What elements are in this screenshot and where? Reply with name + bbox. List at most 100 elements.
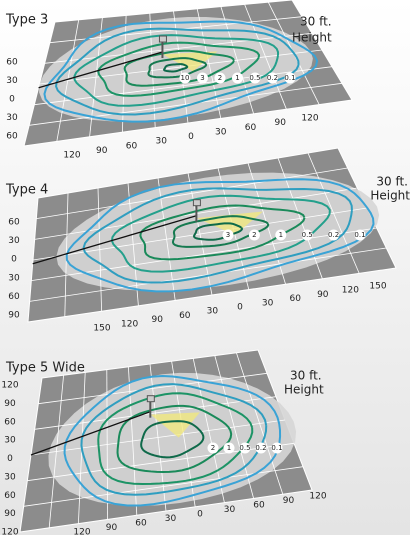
panel-title: Type 4 [5, 183, 48, 198]
bottom-label: 30 [207, 307, 219, 317]
side-label: 90 [8, 311, 20, 321]
light-wedge [150, 412, 200, 438]
contour-label-bg [197, 72, 208, 84]
contour-label-bg [207, 442, 219, 454]
contour-label-bg [301, 229, 313, 241]
contour-label: 1 [227, 444, 231, 452]
contour-label-bg [284, 72, 296, 84]
contour-label: 3 [226, 231, 230, 239]
contour [82, 187, 353, 284]
bottom-label: 90 [96, 146, 108, 156]
side-label: 120 [1, 528, 18, 535]
bottom-label: 60 [179, 311, 191, 321]
side-label: 60 [8, 218, 20, 228]
height-label: 30 ft. [290, 369, 322, 383]
contour-label-bg [354, 229, 366, 241]
contour-label-bg [214, 72, 226, 84]
contour [43, 20, 319, 123]
bottom-label: 30 [262, 298, 274, 308]
bottom-label: 150 [369, 282, 386, 292]
contour-label-bg [239, 442, 251, 454]
grid-line [38, 372, 268, 405]
grid-line [29, 82, 343, 126]
contour-label: 0.1 [284, 74, 295, 82]
panel-title: Type 3 [5, 13, 48, 28]
bottom-label: 90 [283, 496, 295, 506]
bottom-label: 120 [121, 319, 138, 329]
contour-label-bg [328, 229, 340, 241]
grid-line [32, 207, 368, 261]
contour-label: 0.2 [328, 231, 339, 239]
side-label: 30 [4, 472, 16, 482]
height-label: Height [370, 189, 410, 203]
bottom-label: 120 [63, 151, 80, 161]
panel: Type 4 30 ft.Height 60 30 0 30 60 90 150 120 90 60 3… [5, 147, 410, 334]
grid-line [34, 396, 277, 430]
luminaire [192, 199, 201, 207]
contour-label: 2 [218, 74, 222, 82]
contour-label: 0.1 [271, 444, 282, 452]
contour [97, 392, 254, 486]
side-label: 60 [4, 417, 16, 427]
bottom-label: 90 [151, 315, 163, 325]
contour-label-bg [275, 229, 287, 241]
grid-line [31, 227, 377, 282]
bottom-label: 90 [317, 290, 329, 300]
contour [63, 375, 282, 507]
contour-label: 1 [279, 231, 283, 239]
side-label: 30 [4, 436, 16, 446]
bottom-label: 90 [106, 523, 118, 533]
side-label: 0 [11, 255, 17, 265]
side-label: 30 [8, 236, 20, 246]
side-label: 30 [6, 113, 18, 123]
bottom-label: 30 [165, 514, 177, 524]
contour [139, 204, 306, 261]
bottom-label: 60 [126, 141, 138, 151]
contour [65, 178, 375, 293]
grid-line [44, 32, 313, 64]
contour-label-bg [223, 442, 235, 454]
pole-arm [32, 215, 197, 265]
bottom-label: 30 [215, 127, 227, 137]
grid-line [36, 167, 348, 220]
contour [147, 57, 208, 79]
contour-label: 2 [211, 444, 215, 452]
contour-label: 0.5 [249, 74, 260, 82]
contour [110, 194, 331, 273]
side-label: 90 [4, 399, 16, 409]
contour-label-bg [255, 442, 267, 454]
side-label: 60 [6, 58, 18, 68]
grid-line [39, 49, 323, 85]
bottom-label: 120 [73, 528, 90, 535]
bottom-label: 60 [245, 123, 257, 133]
contour-label: 0.5 [239, 444, 250, 452]
contour [116, 404, 233, 474]
side-label: 0 [7, 454, 13, 464]
contour [73, 34, 280, 107]
contour-label: 0.2 [255, 444, 266, 452]
light-wedge [162, 51, 218, 72]
bottom-label: 60 [135, 519, 147, 529]
contour-label-bg [248, 229, 260, 241]
grid-line [29, 247, 387, 302]
bottom-label: 30 [156, 137, 168, 147]
pole-arm [38, 51, 163, 89]
contour-label-bg [267, 72, 278, 84]
contour-label: 3 [200, 74, 204, 82]
side-label: 120 [1, 381, 18, 391]
bottom-label: 60 [289, 294, 301, 304]
height-label: 30 ft. [376, 175, 408, 189]
bottom-label: 0 [197, 510, 203, 520]
contour-label-bg [271, 442, 283, 454]
contour [171, 215, 270, 248]
contour [163, 63, 189, 73]
side-label: 60 [4, 491, 16, 501]
side-label: 60 [6, 132, 18, 142]
height-label: Height [284, 383, 324, 397]
height-label: 30 ft. [300, 15, 332, 29]
bottom-label: 90 [275, 118, 287, 128]
bottom-label: 0 [188, 132, 194, 142]
contour [140, 420, 205, 459]
contour-label-bg [179, 72, 191, 84]
contour-label: 0.5 [302, 231, 313, 239]
